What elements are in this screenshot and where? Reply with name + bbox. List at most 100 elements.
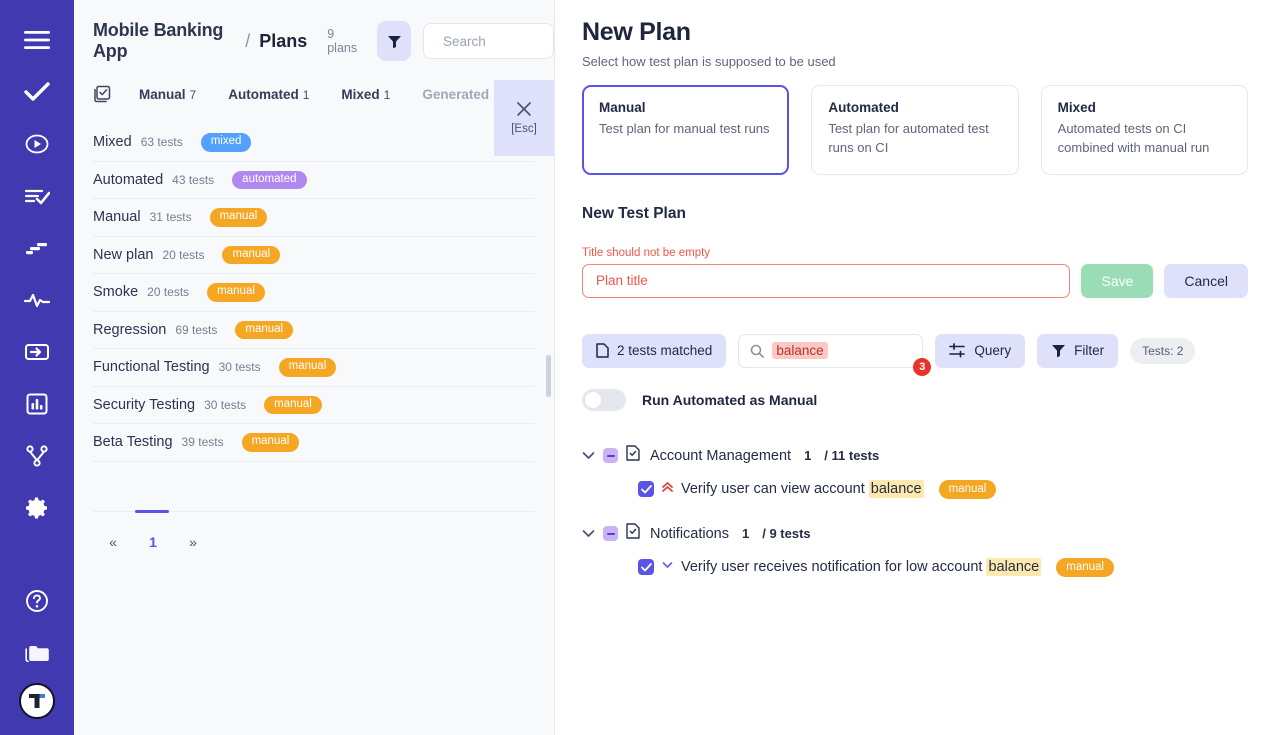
list-item[interactable]: Verify user receives notification for lo… (638, 557, 1248, 577)
table-row[interactable]: Security Testing 30 tests manual (93, 387, 535, 424)
check-icon[interactable] (15, 70, 59, 114)
group-checkbox-indeterminate[interactable] (603, 526, 618, 542)
tab-automated-label: Automated (228, 86, 299, 102)
breadcrumb-separator: / (245, 30, 251, 51)
tab-manual-label: Manual (139, 86, 186, 102)
save-button[interactable]: Save (1081, 263, 1154, 298)
query-button-label: Query (974, 343, 1012, 359)
plan-tests: 39 tests (181, 435, 224, 450)
table-row[interactable]: New plan 20 tests manual (93, 237, 535, 274)
plan-tests: 30 tests (204, 397, 247, 412)
help-icon[interactable] (15, 579, 59, 623)
plan-type-automated-desc: Test plan for automated test runs on CI (828, 121, 989, 155)
plans-search[interactable] (423, 23, 554, 59)
cancel-button[interactable]: Cancel (1164, 263, 1248, 298)
tests-matched-chip[interactable]: 2 tests matched (582, 333, 727, 368)
plan-type-manual[interactable]: Manual Test plan for manual test runs (582, 85, 790, 175)
plan-tests: 69 tests (175, 322, 218, 337)
branch-icon[interactable] (15, 434, 59, 478)
plan-title-input[interactable] (582, 263, 1071, 298)
tab-mixed-label: Mixed (341, 86, 380, 102)
close-icon (517, 102, 531, 116)
tests-matched-label: 2 tests matched (617, 343, 713, 359)
plan-tag: automated (232, 170, 307, 189)
chart-icon[interactable] (15, 382, 59, 426)
plan-type-automated[interactable]: Automated Test plan for automated test r… (811, 85, 1019, 175)
run-automated-label: Run Automated as Manual (642, 391, 818, 408)
suite-icon (626, 445, 640, 466)
play-circle-icon[interactable] (15, 122, 59, 166)
plan-list-scrollbar[interactable] (546, 355, 551, 397)
plan-name: Manual (93, 209, 141, 226)
select-all-icon[interactable] (93, 85, 123, 103)
search-input[interactable] (443, 33, 543, 49)
tab-automated[interactable]: Automated 1 (212, 87, 325, 102)
menu-icon[interactable] (15, 18, 59, 62)
test-title-prefix: Verify user receives notification for lo… (681, 559, 987, 576)
table-row[interactable]: Smoke 20 tests manual (93, 274, 535, 312)
tests-search[interactable]: balance 3 (738, 333, 932, 376)
group-title: Account Management (650, 447, 792, 464)
plan-name: Beta Testing (93, 434, 173, 451)
test-title-highlight: balance (868, 480, 924, 499)
test-checkbox[interactable] (638, 481, 654, 498)
steps-icon[interactable] (15, 226, 59, 270)
pagination-page-1[interactable]: 1 (149, 534, 157, 550)
breadcrumb-project[interactable]: Mobile Banking App (93, 20, 224, 61)
document-icon (596, 343, 609, 358)
tests-filter-button[interactable]: Filter (1037, 333, 1119, 368)
tree-group-notifications: Notifications 1 / 9 tests Verify user re… (582, 523, 1248, 577)
plan-tag: manual (207, 283, 265, 302)
tab-manual-count: 7 (189, 87, 197, 102)
toggle-knob (584, 390, 602, 409)
plan-tests: 20 tests (147, 285, 190, 300)
filter-button[interactable] (377, 21, 412, 61)
tab-generated-label: Generated (422, 86, 490, 102)
table-row[interactable]: Automated 43 tests automated (93, 162, 535, 199)
tests-count-badge: Tests: 2 (1130, 337, 1196, 364)
plan-tag: manual (222, 245, 281, 264)
pagination-first[interactable]: « (109, 534, 117, 550)
list-item[interactable]: Verify user can view account balance man… (638, 479, 1248, 499)
plan-name: Functional Testing (93, 359, 210, 376)
tab-generated[interactable]: Generated (406, 87, 505, 102)
group-checkbox-indeterminate[interactable] (603, 448, 618, 464)
table-row[interactable]: Regression 69 tests manual (93, 312, 535, 349)
plan-tag: manual (278, 358, 337, 377)
run-automated-toggle[interactable] (582, 388, 626, 411)
pagination-last[interactable]: » (189, 534, 197, 550)
tests-search-value: balance (772, 342, 828, 360)
plan-name: Smoke (93, 284, 139, 301)
activity-icon[interactable] (15, 278, 59, 322)
plan-tag: manual (241, 433, 300, 452)
table-row[interactable]: Beta Testing 39 tests manual (93, 424, 535, 462)
tab-mixed[interactable]: Mixed 1 (325, 87, 406, 102)
plan-tests: 43 tests (172, 172, 215, 187)
table-row[interactable]: Functional Testing 30 tests manual (93, 349, 535, 387)
import-icon[interactable] (15, 330, 59, 374)
group-selected-count: 1 (804, 448, 812, 464)
search-error-badge: 3 (913, 357, 932, 376)
query-button[interactable]: Query (935, 333, 1026, 368)
gear-icon[interactable] (15, 486, 59, 530)
tree-group-account-management: Account Management 1 / 11 tests Verify u… (582, 445, 1248, 499)
test-title: Verify user can view account balance (681, 480, 924, 499)
plan-type-cards: Manual Test plan for manual test runs Au… (582, 85, 1248, 175)
title-error-label: Title should not be empty (582, 246, 711, 259)
app-logo[interactable] (19, 683, 55, 719)
test-checkbox[interactable] (638, 559, 654, 576)
chevron-down-icon[interactable] (582, 529, 595, 538)
list-check-icon[interactable] (15, 174, 59, 218)
table-row[interactable]: Manual 31 tests manual (93, 199, 535, 237)
plan-type-mixed[interactable]: Mixed Automated tests on CI combined wit… (1040, 85, 1248, 175)
chevron-down-icon[interactable] (582, 451, 595, 460)
close-overlay-button[interactable]: [Esc] (494, 80, 554, 156)
table-row[interactable]: Mixed 63 tests mixed (93, 124, 535, 162)
breadcrumb-current: Plans (259, 30, 308, 51)
tab-manual[interactable]: Manual 7 (123, 87, 212, 102)
folder-icon[interactable] (15, 631, 59, 675)
plans-tabs: Manual 7 Automated 1 Mixed 1 Generated [Esc… (74, 64, 554, 156)
esc-label: [Esc] (511, 123, 537, 135)
plans-count: 9 plans (327, 27, 358, 55)
group-total-count: / 11 tests (824, 448, 880, 464)
